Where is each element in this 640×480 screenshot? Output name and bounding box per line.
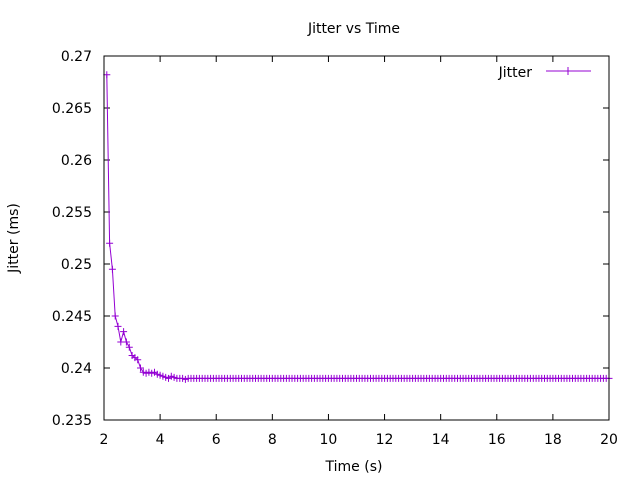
x-tick-label: 6 <box>212 432 221 448</box>
x-tick-label: 10 <box>320 432 338 448</box>
x-axis-ticks: 2 4 6 8 10 12 14 16 18 20 <box>100 56 618 448</box>
y-tick-label: 0.26 <box>61 153 92 169</box>
data-point-marker <box>114 322 122 330</box>
legend: Jitter <box>498 65 591 81</box>
data-point-marker <box>125 343 133 351</box>
data-point-marker <box>106 239 114 247</box>
y-tick-label: 0.25 <box>61 257 92 273</box>
x-tick-label: 18 <box>544 432 562 448</box>
x-tick-label: 12 <box>376 432 394 448</box>
y-tick-label: 0.245 <box>52 309 92 325</box>
y-tick-label: 0.255 <box>52 205 92 221</box>
x-axis-label: Time (s) <box>325 459 383 475</box>
series-layer <box>103 71 613 383</box>
series-line-jitter <box>106 74 609 380</box>
x-tick-label: 4 <box>156 432 165 448</box>
x-tick-label: 2 <box>100 432 109 448</box>
data-point-marker <box>108 265 116 273</box>
y-axis-label: Jitter (ms) <box>6 203 22 274</box>
y-tick-label: 0.24 <box>61 361 92 377</box>
plot-frame <box>103 55 610 421</box>
y-tick-label: 0.27 <box>61 49 92 65</box>
x-tick-label: 16 <box>488 432 506 448</box>
y-axis-ticks: 0.235 0.24 0.245 0.25 0.255 0.26 0.265 0.27 <box>52 49 609 429</box>
data-point-marker <box>122 338 130 346</box>
data-point-marker <box>134 356 142 364</box>
data-point-marker <box>111 312 119 320</box>
data-point-marker <box>120 328 128 336</box>
data-point-marker <box>137 364 144 372</box>
x-tick-label: 14 <box>432 432 450 448</box>
legend-marker-jitter <box>564 67 572 75</box>
legend-label-jitter: Jitter <box>498 65 533 81</box>
y-tick-label: 0.265 <box>52 101 92 117</box>
x-tick-label: 20 <box>600 432 618 448</box>
x-tick-label: 8 <box>268 432 277 448</box>
y-tick-label: 0.235 <box>52 413 92 429</box>
chart-title: Jitter vs Time <box>307 21 400 37</box>
